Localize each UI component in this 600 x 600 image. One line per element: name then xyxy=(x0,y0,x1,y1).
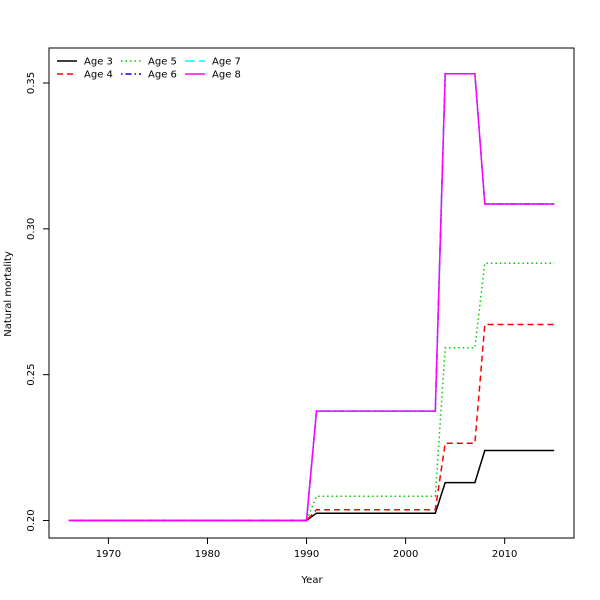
plot-frame xyxy=(48,47,575,539)
series-line-age-4 xyxy=(68,323,555,522)
x-tick-label: 1990 xyxy=(294,549,319,560)
legend: Age 3 Age 4 Age 5 Age 6 Age 7 Age 8 xyxy=(57,57,241,81)
legend-label: Age 5 xyxy=(148,57,177,68)
legend-label: Age 4 xyxy=(84,70,113,81)
series-line-age-3 xyxy=(68,449,555,522)
y-tick-label: 0.30 xyxy=(26,218,37,240)
y-axis: 0.20 0.25 0.30 0.35 xyxy=(26,72,49,532)
legend-item: Age 8 xyxy=(185,70,241,81)
x-tick-label: 1980 xyxy=(195,549,220,560)
legend-item: Age 7 xyxy=(185,57,241,68)
y-tick-label: 0.25 xyxy=(26,364,37,386)
y-tick-label: 0.20 xyxy=(26,509,37,531)
legend-label: Age 8 xyxy=(212,70,241,81)
legend-label: Age 6 xyxy=(148,70,177,81)
x-axis: 1970 1980 1990 2000 2010 xyxy=(96,538,517,560)
x-tick-label: 2010 xyxy=(492,549,517,560)
legend-item: Age 4 xyxy=(57,70,113,81)
y-tick-label: 0.35 xyxy=(26,72,37,94)
legend-label: Age 3 xyxy=(84,57,113,68)
series-line-age-5 xyxy=(68,262,555,522)
legend-label: Age 7 xyxy=(212,57,241,68)
series-line-age-8 xyxy=(68,72,555,522)
x-tick-label: 2000 xyxy=(393,549,418,560)
x-axis-title: Year xyxy=(300,575,323,586)
legend-item: Age 5 xyxy=(121,57,177,68)
x-tick-label: 1970 xyxy=(96,549,121,560)
y-axis-title: Natural mortality xyxy=(3,251,14,337)
legend-item: Age 3 xyxy=(57,57,113,68)
legend-item: Age 6 xyxy=(121,70,177,81)
series-layer xyxy=(68,72,555,522)
